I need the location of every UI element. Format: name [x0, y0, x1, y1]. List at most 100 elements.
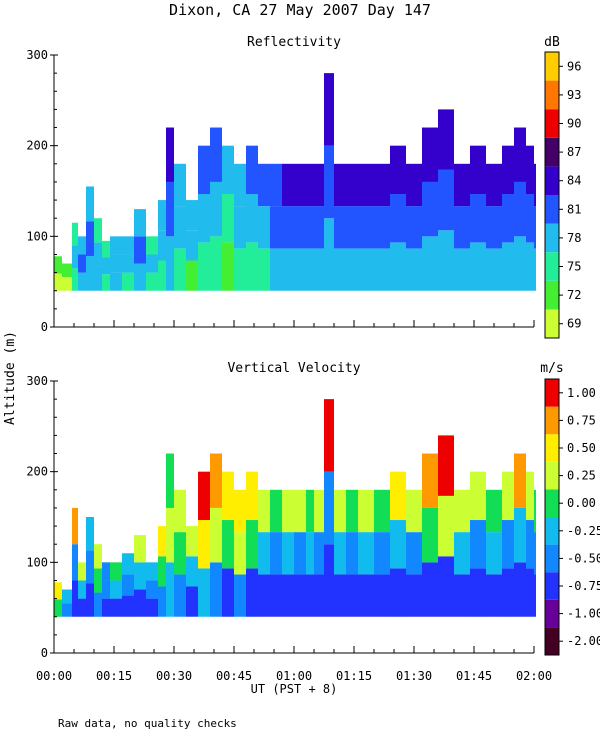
data-cell	[390, 145, 406, 195]
data-column	[158, 200, 166, 291]
data-column	[246, 471, 258, 617]
colorbar-swatch	[545, 52, 559, 81]
data-cell	[86, 255, 94, 291]
data-cell	[270, 163, 282, 207]
data-cell	[534, 489, 536, 533]
data-cell	[158, 200, 166, 231]
data-cell	[146, 562, 158, 581]
data-cell	[438, 109, 454, 170]
data-column	[270, 489, 282, 617]
data-cell	[134, 263, 146, 291]
colorbar-swatch	[545, 252, 559, 281]
data-cell	[210, 562, 222, 617]
data-cell	[324, 399, 334, 472]
data-column	[86, 186, 94, 291]
data-cell	[258, 206, 270, 249]
data-column	[102, 562, 110, 617]
x-tick-label: 01:15	[336, 669, 372, 683]
data-cell	[422, 127, 438, 182]
data-cell	[334, 489, 346, 533]
panel-title-vertical-velocity: Vertical Velocity	[227, 361, 360, 376]
data-cell	[514, 236, 526, 291]
data-cell	[258, 489, 270, 533]
data-column	[270, 163, 282, 291]
data-cell	[246, 194, 258, 243]
data-cell	[54, 273, 62, 291]
data-cell	[534, 574, 536, 617]
colorbar-swatch	[545, 109, 559, 138]
data-cell	[334, 163, 346, 207]
y-tick-label: 0	[41, 320, 48, 334]
colorbar-tick-label: 78	[567, 231, 581, 245]
data-cell	[198, 145, 210, 195]
x-tick-label: 02:00	[516, 669, 552, 683]
data-column	[54, 582, 62, 617]
data-cell	[210, 181, 222, 237]
data-cell	[86, 221, 94, 256]
data-cell	[246, 568, 258, 617]
data-cell	[314, 206, 324, 249]
data-cell	[174, 489, 186, 533]
x-tick-labels: 00:00 00:15 00:30 00:45 01:00 01:15 01:30 01:45…	[36, 669, 552, 683]
data-cell	[514, 127, 526, 182]
data-cell	[94, 544, 102, 569]
data-cell	[334, 248, 346, 291]
data-cell	[110, 254, 122, 273]
data-cell	[486, 532, 502, 575]
data-cell	[306, 248, 314, 291]
data-cell	[470, 145, 486, 195]
data-column	[282, 163, 294, 291]
colorbar: -2.00 -1.00 -0.75 -0.50 -0.25 0.00 0.25 0.50 0.7…	[544, 378, 600, 656]
data-cell	[374, 489, 390, 533]
data-cell	[174, 206, 186, 249]
data-column	[174, 163, 186, 291]
data-cell	[294, 248, 306, 291]
data-cell	[406, 206, 422, 249]
data-column	[94, 218, 102, 291]
colorbar-swatch	[545, 599, 559, 628]
data-cell	[454, 532, 470, 575]
data-cell	[246, 145, 258, 195]
data-column	[198, 145, 210, 291]
data-column	[534, 163, 536, 291]
data-column	[234, 489, 246, 617]
colorbar-tick-label: 87	[567, 145, 581, 159]
colorbar-frame	[544, 51, 560, 339]
data-cell	[324, 73, 334, 146]
data-cell	[78, 272, 86, 291]
colorbar: 69 72 75 78 81 84 87 90 93 96	[544, 51, 581, 339]
data-column	[486, 163, 502, 291]
data-column	[134, 209, 146, 291]
data-cell	[282, 532, 294, 575]
y-tick-label: 100	[26, 555, 48, 569]
data-cell	[94, 568, 102, 593]
data-cell	[324, 145, 334, 219]
y-tick-label: 200	[26, 139, 48, 153]
colorbar-tick-label: 0.50	[567, 441, 596, 455]
data-cell	[390, 242, 406, 291]
data-cell	[198, 194, 210, 243]
data-cell	[158, 526, 166, 557]
data-column	[294, 489, 306, 617]
data-cell	[486, 574, 502, 617]
data-cell	[406, 532, 422, 575]
data-column	[470, 145, 486, 291]
data-cell	[486, 489, 502, 533]
data-cell	[334, 532, 346, 575]
colorbar-tick-label: 72	[567, 288, 581, 302]
data-cell	[158, 556, 166, 587]
data-cell	[502, 194, 514, 243]
colorbar-tick-label: -1.00	[567, 607, 600, 621]
data-cell	[102, 274, 110, 291]
data-cell	[166, 507, 174, 563]
reflectivity-panel: 0 100 200 300 69 72 75 78 81 84 87 90 93 96	[26, 48, 581, 339]
data-cell	[54, 582, 62, 600]
data-cell	[166, 562, 174, 617]
data-cell	[526, 520, 534, 569]
data-column	[258, 489, 270, 617]
data-cell	[526, 145, 534, 195]
data-cell	[94, 266, 102, 291]
data-cell	[422, 453, 438, 508]
colorbar-swatch	[545, 627, 559, 655]
